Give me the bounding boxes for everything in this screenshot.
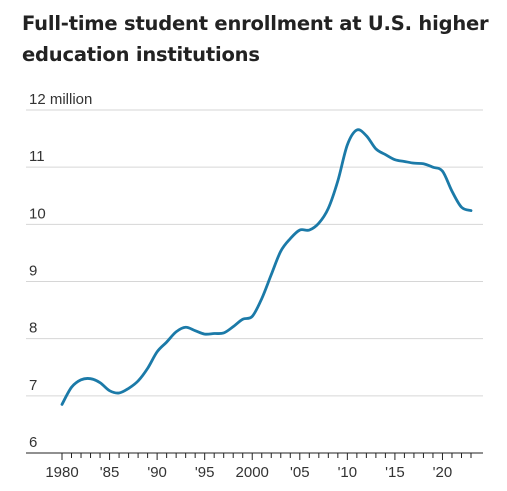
y-tick-label: 7 (29, 377, 37, 394)
x-tick-label: '20 (433, 464, 453, 481)
y-tick-label: 8 (29, 320, 37, 337)
data-point-1990 (156, 351, 158, 353)
data-point-2007 (318, 222, 320, 224)
x-tick-label: 1980 (45, 464, 78, 481)
data-point-2012 (365, 135, 367, 137)
y-tick-label: 10 (29, 205, 46, 222)
data-point-2000 (251, 315, 253, 317)
data-point-1980 (61, 403, 63, 405)
x-axis-tick-labels: 1980 '85 '90 '95 2000 '05 '10 '15 '20 (45, 464, 452, 481)
y-tick-label: 6 (29, 434, 37, 451)
y-tick-label: 9 (29, 263, 37, 280)
data-point-1985 (108, 389, 110, 391)
data-point-2011 (356, 129, 358, 131)
data-point-1997 (222, 332, 224, 334)
data-point-2016 (403, 160, 405, 162)
data-point-1987 (127, 387, 129, 389)
data-point-1986 (118, 392, 120, 394)
data-point-2014 (384, 153, 386, 155)
data-point-1989 (146, 367, 148, 369)
x-axis (26, 452, 483, 460)
x-tick-label: '95 (195, 464, 215, 481)
x-tick-label: '85 (100, 464, 120, 481)
data-point-2002 (270, 273, 272, 275)
series-line-0 (60, 128, 473, 406)
y-tick-label: 11 (29, 148, 45, 165)
data-point-2003 (280, 250, 282, 252)
data-point-2010 (346, 144, 348, 146)
data-point-1995 (203, 333, 205, 335)
data-point-1992 (175, 331, 177, 333)
y-tick-label: 12 million (29, 91, 92, 108)
x-tick-label: 2000 (236, 464, 269, 481)
data-point-1999 (242, 318, 244, 320)
data-point-1991 (165, 341, 167, 343)
data-point-2022 (460, 206, 462, 208)
data-point-2008 (327, 207, 329, 209)
gridlines (26, 109, 483, 397)
data-point-2009 (337, 180, 339, 182)
data-point-2015 (394, 159, 396, 161)
data-point-2017 (413, 162, 415, 164)
data-point-1984 (99, 381, 101, 383)
x-tick-label: '90 (147, 464, 167, 481)
data-point-1981 (70, 386, 72, 388)
data-point-2020 (441, 170, 443, 172)
data-point-2023 (470, 209, 472, 211)
chart-title: Full-time student enrollment at U.S. hig… (22, 12, 489, 66)
data-point-1982 (80, 379, 82, 381)
x-tick-label: '15 (385, 464, 405, 481)
data-point-1998 (232, 325, 234, 327)
data-point-1994 (194, 329, 196, 331)
data-point-2021 (451, 190, 453, 192)
data-point-1988 (137, 380, 139, 382)
data-point-2005 (299, 229, 301, 231)
data-point-2013 (375, 148, 377, 150)
x-tick-label: '05 (290, 464, 310, 481)
y-axis-tick-labels: 12 million 11 10 9 8 7 6 (29, 91, 92, 451)
data-point-1993 (184, 326, 186, 328)
data-point-2006 (308, 229, 310, 231)
data-point-2001 (261, 297, 263, 299)
data-point-2004 (289, 237, 291, 239)
x-tick-label: '10 (338, 464, 358, 481)
data-point-1983 (89, 377, 91, 379)
data-point-2019 (432, 166, 434, 168)
data-point-2018 (422, 163, 424, 165)
series-layer (60, 128, 473, 406)
data-point-1996 (213, 332, 215, 334)
